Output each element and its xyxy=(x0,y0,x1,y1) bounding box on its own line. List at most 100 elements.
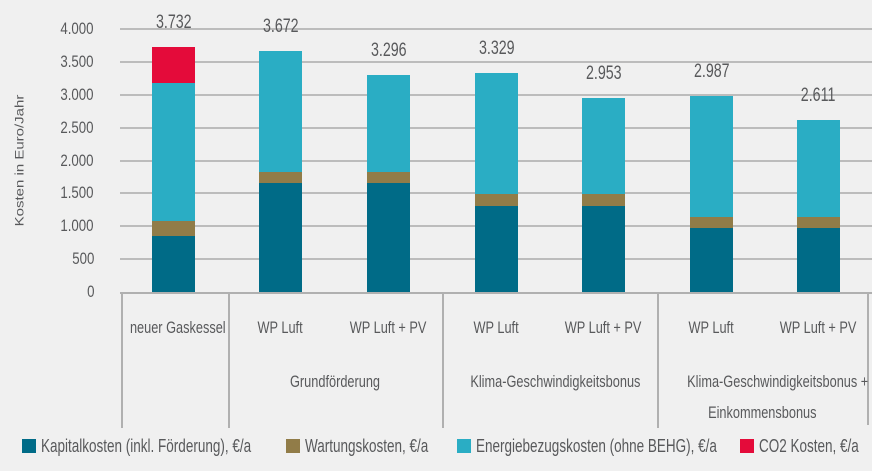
category-label: WP Luft + PV xyxy=(759,318,872,338)
y-tick-label: 4.000 xyxy=(20,20,94,38)
bar-segment-co2-kosten xyxy=(152,46,195,83)
bar-4 xyxy=(475,73,518,292)
bar-segment-energiebezugskosten xyxy=(690,95,733,217)
bar-segment-kapitalkosten xyxy=(367,183,410,292)
category-divider xyxy=(867,292,869,425)
bar-segment-energiebezugskosten xyxy=(367,75,410,172)
legend-swatch xyxy=(457,439,471,453)
category-text: WP Luft xyxy=(473,318,520,337)
legend-swatch xyxy=(740,439,754,453)
y-tick-text: 3.000 xyxy=(60,84,94,104)
bar-segment-energiebezugskosten xyxy=(475,73,518,194)
bar-segment-wartungskosten xyxy=(582,193,625,206)
bar-total-text: 3.732 xyxy=(155,11,192,33)
bar-3 xyxy=(367,75,410,292)
bar-total-label: 3.296 xyxy=(339,41,439,61)
legend-item-wartungskosten: Wartungskosten, €/a xyxy=(286,434,469,458)
bar-2 xyxy=(259,50,302,292)
group-label: Klima-Geschwindigkeitsbonus + Einkommensb… xyxy=(657,366,869,428)
bar-segment-wartungskosten xyxy=(690,216,733,228)
bar-segment-energiebezugskosten xyxy=(259,50,302,172)
y-tick-label: 1.500 xyxy=(20,184,94,202)
bar-total-label: 3.329 xyxy=(447,39,547,59)
legend-label: Energiebezugskosten (ohne BEHG), €/a xyxy=(476,435,717,456)
legend-item-kapitalkosten: Kapitalkosten (inkl. Förderung), €/a xyxy=(22,434,321,458)
bar-total-label: 3.732 xyxy=(124,11,224,33)
category-text: WP Luft xyxy=(688,318,735,337)
bar-total-text: 3.296 xyxy=(370,40,407,62)
y-tick-label: 500 xyxy=(20,250,94,268)
category-label: WP Luft + PV xyxy=(329,318,449,338)
group-label-text: Klima-Geschwindigkeitsbonus xyxy=(470,372,641,391)
legend: Kapitalkosten (inkl. Förderung), €/a Wart… xyxy=(0,434,872,458)
bar-segment-energiebezugskosten xyxy=(797,120,840,217)
bar-segment-kapitalkosten xyxy=(475,205,518,292)
category-label: WP Luft + PV xyxy=(544,318,664,338)
category-text: neuer Gaskessel xyxy=(129,318,226,337)
group-label-text: Grundförderung xyxy=(289,372,381,391)
y-tick-label: 3.500 xyxy=(20,53,94,71)
y-tick-text: 2.000 xyxy=(60,150,94,170)
category-label: WP Luft xyxy=(221,318,341,338)
bar-total-label: 3.672 xyxy=(231,15,331,37)
group-label-text: Klima-Geschwindigkeitsbonus + xyxy=(687,372,869,391)
bar-segment-wartungskosten xyxy=(475,193,518,206)
y-tick-text: 3.500 xyxy=(60,52,94,72)
gridline xyxy=(120,28,872,31)
gridline xyxy=(120,61,872,64)
legend-label: Wartungskosten, €/a xyxy=(305,435,429,456)
bar-total-text: 3.329 xyxy=(478,38,515,60)
bar-total-text: 3.672 xyxy=(262,15,299,37)
group-label: Klima-Geschwindigkeitsbonus xyxy=(442,366,657,397)
y-tick-label: 2.000 xyxy=(20,150,94,170)
bar-total-text: 2.953 xyxy=(585,62,622,84)
bar-segment-wartungskosten xyxy=(259,171,302,184)
category-text: WP Luft + PV xyxy=(565,318,642,337)
bar-1 xyxy=(152,46,195,292)
bar-total-text: 2.611 xyxy=(801,85,836,107)
y-tick-text: 500 xyxy=(71,249,94,269)
bar-segment-energiebezugskosten xyxy=(582,98,625,194)
bar-total-text: 2.987 xyxy=(693,60,730,82)
y-tick-text: 4.000 xyxy=(60,19,94,39)
category-divider xyxy=(442,292,444,428)
y-tick-label: 1.000 xyxy=(20,217,94,235)
y-tick-text: 0 xyxy=(86,282,94,301)
category-label: neuer Gaskessel xyxy=(114,318,234,338)
bar-segment-kapitalkosten xyxy=(582,205,625,292)
group-label: Grundförderung xyxy=(228,366,442,397)
bar-segment-energiebezugskosten xyxy=(152,82,195,221)
y-tick-text: 1.000 xyxy=(60,216,94,236)
bar-segment-kapitalkosten xyxy=(797,227,840,292)
legend-label: Kapitalkosten (inkl. Förderung), €/a xyxy=(41,435,252,456)
legend-item-energiebezugskosten: Energiebezugskosten (ohne BEHG), €/a xyxy=(457,434,797,458)
bar-segment-kapitalkosten xyxy=(259,183,302,292)
x-axis-line xyxy=(120,292,872,294)
y-tick-label: 0 xyxy=(20,283,94,301)
y-tick-label: 2.500 xyxy=(20,117,94,137)
category-text: WP Luft xyxy=(257,318,304,337)
category-divider xyxy=(657,292,659,428)
category-label: WP Luft xyxy=(437,318,557,338)
bar-segment-wartungskosten xyxy=(367,171,410,184)
category-label: WP Luft xyxy=(652,318,772,338)
category-divider xyxy=(121,292,123,428)
bar-total-label: 2.611 xyxy=(769,86,869,106)
bar-total-label: 2.953 xyxy=(554,62,654,84)
bar-7 xyxy=(797,120,840,292)
legend-item-co2-kosten: CO2 Kosten, €/a xyxy=(740,434,872,458)
legend-label: CO2 Kosten, €/a xyxy=(759,435,859,456)
group-label-text: Einkommensbonus xyxy=(707,403,817,422)
legend-swatch xyxy=(22,439,36,453)
bar-6 xyxy=(690,95,733,292)
category-text: WP Luft + PV xyxy=(350,318,427,337)
y-tick-text: 1.500 xyxy=(60,183,94,203)
y-tick-label: 3.000 xyxy=(20,84,94,104)
bar-total-label: 2.987 xyxy=(662,60,762,82)
y-tick-text: 2.500 xyxy=(60,117,94,137)
category-text: WP Luft + PV xyxy=(780,318,857,337)
legend-swatch xyxy=(286,439,300,453)
bar-segment-wartungskosten xyxy=(152,220,195,236)
category-divider xyxy=(228,292,230,428)
bar-5 xyxy=(582,98,625,292)
